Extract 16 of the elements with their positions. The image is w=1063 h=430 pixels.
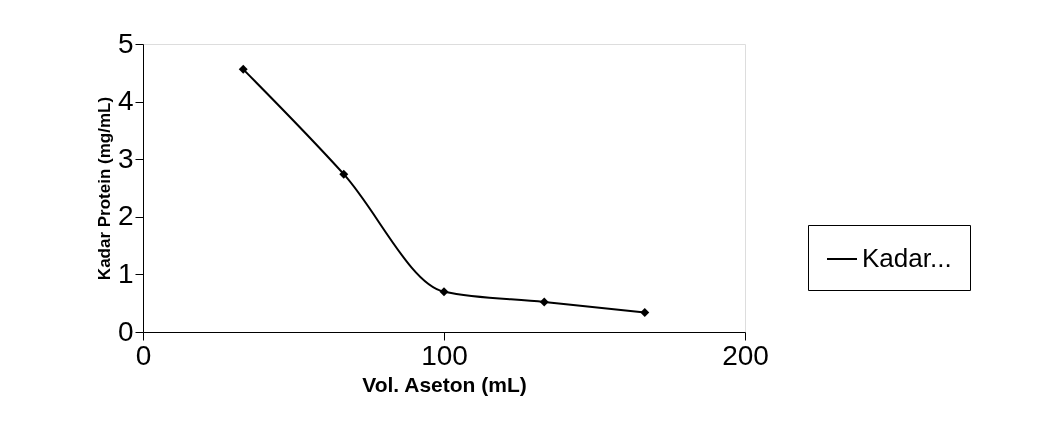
point — [539, 297, 549, 307]
point — [339, 169, 349, 179]
point — [640, 307, 650, 317]
y-tick-label: 4 — [117, 85, 134, 117]
x-tick-label: 200 — [722, 339, 769, 371]
legend-label: Kadar... — [862, 243, 952, 273]
point — [238, 64, 248, 74]
y-tick-label: 1 — [117, 257, 134, 289]
x-axis-title: Vol. Aseton (mL) — [362, 372, 527, 396]
y-tick-label: 2 — [117, 200, 134, 232]
y-tick-label: 5 — [117, 27, 134, 59]
y-tick-label: 3 — [117, 142, 134, 174]
y-axis-title: Kadar Protein (mg/mL) — [94, 96, 114, 281]
point — [439, 287, 449, 297]
y-tick-label: 0 — [117, 315, 134, 347]
x-tick-label: 100 — [421, 339, 468, 371]
